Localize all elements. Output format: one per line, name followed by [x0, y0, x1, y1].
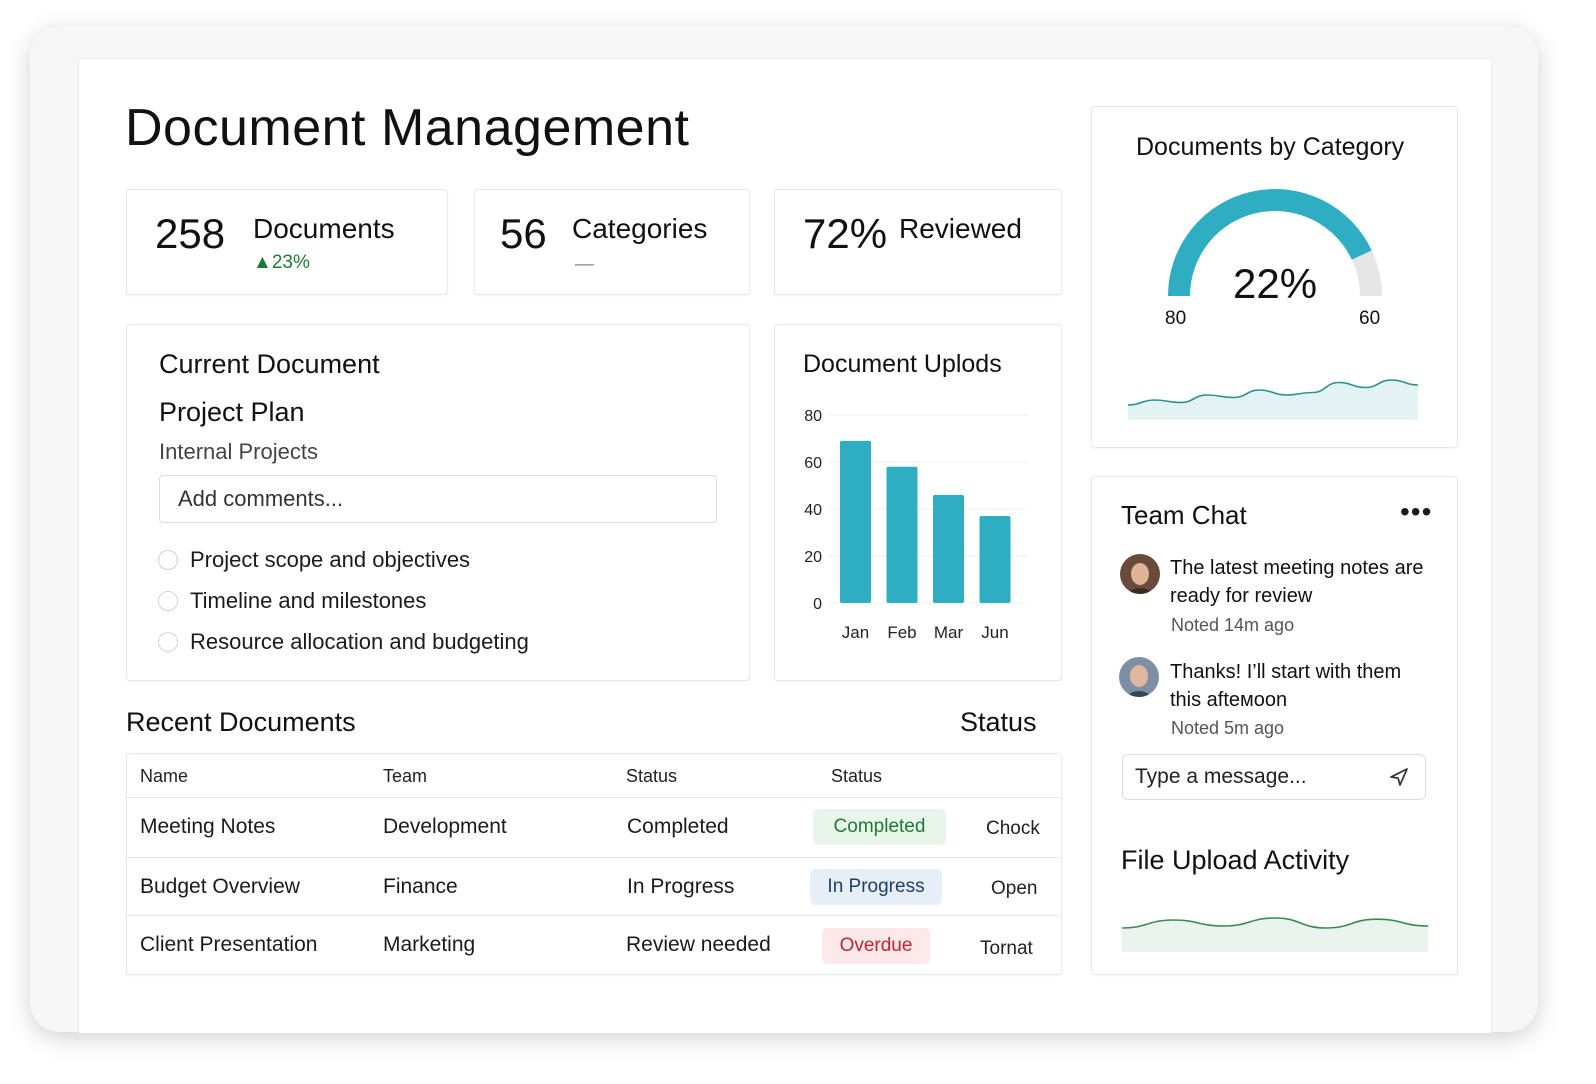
y-tick-label: 40	[804, 502, 822, 519]
stat-value-categories: 56	[500, 210, 547, 257]
checklist-item[interactable]: Project scope and objectives	[158, 546, 470, 574]
column-header-team[interactable]: Team	[383, 766, 428, 786]
checklist-item-label: Timeline and milestones	[190, 588, 427, 613]
row-action-link[interactable]: Tornat	[980, 938, 1033, 959]
activity-area	[1122, 918, 1428, 952]
activity-line	[1122, 917, 1428, 929]
document-category: Internal Projects	[159, 439, 318, 464]
x-tick-label: Jan	[842, 623, 869, 642]
table-cell-team: Development	[383, 815, 507, 838]
y-tick-label: 0	[813, 596, 822, 613]
status-badge: Overdue	[822, 928, 930, 964]
avatar	[1119, 657, 1159, 697]
bar	[933, 494, 964, 603]
stat-card-documents	[126, 189, 448, 295]
row-action-link[interactable]: Chock	[986, 818, 1040, 839]
table-divider	[126, 857, 1060, 858]
uploads-bar-chart: 0 20 40 60 80 Jan Feb Mar Jun	[804, 408, 1028, 642]
status-heading: Status	[960, 707, 1037, 737]
chat-message-text: Thanks! I’ll start with them this afteмo…	[1170, 661, 1402, 711]
send-icon[interactable]	[1388, 766, 1410, 793]
recent-documents-heading: Recent Documents	[126, 707, 356, 737]
row-action-link[interactable]: Open	[991, 878, 1038, 899]
bar	[840, 440, 871, 603]
column-header-status[interactable]: Status	[626, 766, 678, 786]
trend-area	[1128, 380, 1418, 420]
stat-label-reviewed: Reviewed	[899, 213, 1022, 244]
checklist-item-label: Project scope and objectives	[190, 547, 471, 572]
checklist-item[interactable]: Resource allocation and budgeting	[158, 628, 529, 656]
table-divider	[126, 797, 1060, 798]
y-tick-label: 80	[804, 408, 822, 425]
current-document-heading: Current Document	[159, 349, 380, 379]
team-chat-heading: Team Chat	[1121, 500, 1247, 530]
stat-label-categories: Categories	[572, 213, 708, 244]
table-cell-status: In Progress	[627, 875, 735, 898]
comment-input[interactable]	[159, 475, 717, 523]
gauge-segment	[1351, 250, 1382, 297]
status-badge: In Progress	[810, 869, 942, 905]
chat-message-time: Noted 5m ago	[1171, 718, 1285, 738]
checkbox-circle-icon[interactable]	[158, 632, 178, 652]
more-horizontal-icon[interactable]: •••	[1400, 496, 1433, 527]
trend-line	[1127, 379, 1419, 406]
stat-trend-value: 23%	[271, 252, 310, 273]
uploads-chart-title: Document Uplods	[803, 350, 1002, 378]
stat-value-documents: 258	[155, 210, 226, 257]
stat-card-categories	[474, 189, 750, 295]
x-tick-label: Feb	[887, 623, 916, 642]
table-cell-status: Review needed	[626, 933, 771, 956]
chat-message-input[interactable]	[1122, 754, 1426, 800]
stat-trend-documents: ▲23%	[253, 252, 310, 274]
file-upload-activity-chart	[1122, 917, 1428, 952]
uploads-chart-card	[774, 324, 1062, 681]
table-cell-name[interactable]: Budget Overview	[140, 875, 300, 898]
avatar	[1120, 554, 1160, 594]
checklist-item-label: Resource allocation and budgeting	[190, 629, 529, 654]
stat-trend-categories: —	[575, 254, 594, 275]
category-gauge-chart	[1127, 189, 1419, 420]
table-cell-team: Marketing	[383, 933, 476, 956]
page-title: Document Management	[125, 99, 690, 157]
x-tick-label: Mar	[934, 623, 964, 642]
column-header-name[interactable]: Name	[140, 766, 189, 786]
table-cell-status: Completed	[627, 815, 729, 838]
stat-card-reviewed	[774, 189, 1062, 295]
gauge-right-label: 60	[1359, 308, 1381, 329]
table-cell-name[interactable]: Client Presentation	[140, 933, 318, 956]
bar	[979, 516, 1011, 603]
category-chart-title: Documents by Category	[1136, 133, 1405, 161]
chat-message-text: The latest meeting notes are ready for r…	[1170, 557, 1424, 607]
gauge-segment	[1168, 189, 1372, 297]
status-badge: Completed	[813, 809, 946, 845]
table-cell-team: Finance	[383, 875, 458, 898]
file-upload-activity-heading: File Upload Activity	[1121, 845, 1350, 875]
y-tick-label: 20	[804, 549, 822, 566]
triangle-up-icon: ▲	[253, 252, 272, 273]
stat-value-reviewed: 72%	[803, 210, 888, 257]
checklist-item[interactable]: Timeline and milestones	[158, 587, 426, 615]
gauge-left-label: 80	[1165, 308, 1187, 329]
checkbox-circle-icon[interactable]	[158, 591, 178, 611]
stat-label-documents: Documents	[253, 213, 395, 244]
column-header-status-badge[interactable]: Status	[831, 766, 883, 786]
chat-message-time: Noted 14m ago	[1171, 615, 1295, 635]
y-tick-label: 60	[804, 455, 822, 472]
gauge-center-label: 22%	[1233, 260, 1318, 307]
document-name: Project Plan	[159, 397, 305, 427]
bar	[886, 466, 918, 603]
table-divider	[126, 915, 1060, 916]
table-cell-name[interactable]: Meeting Notes	[140, 815, 276, 838]
x-tick-label: Jun	[981, 623, 1008, 642]
checkbox-circle-icon[interactable]	[158, 550, 178, 570]
